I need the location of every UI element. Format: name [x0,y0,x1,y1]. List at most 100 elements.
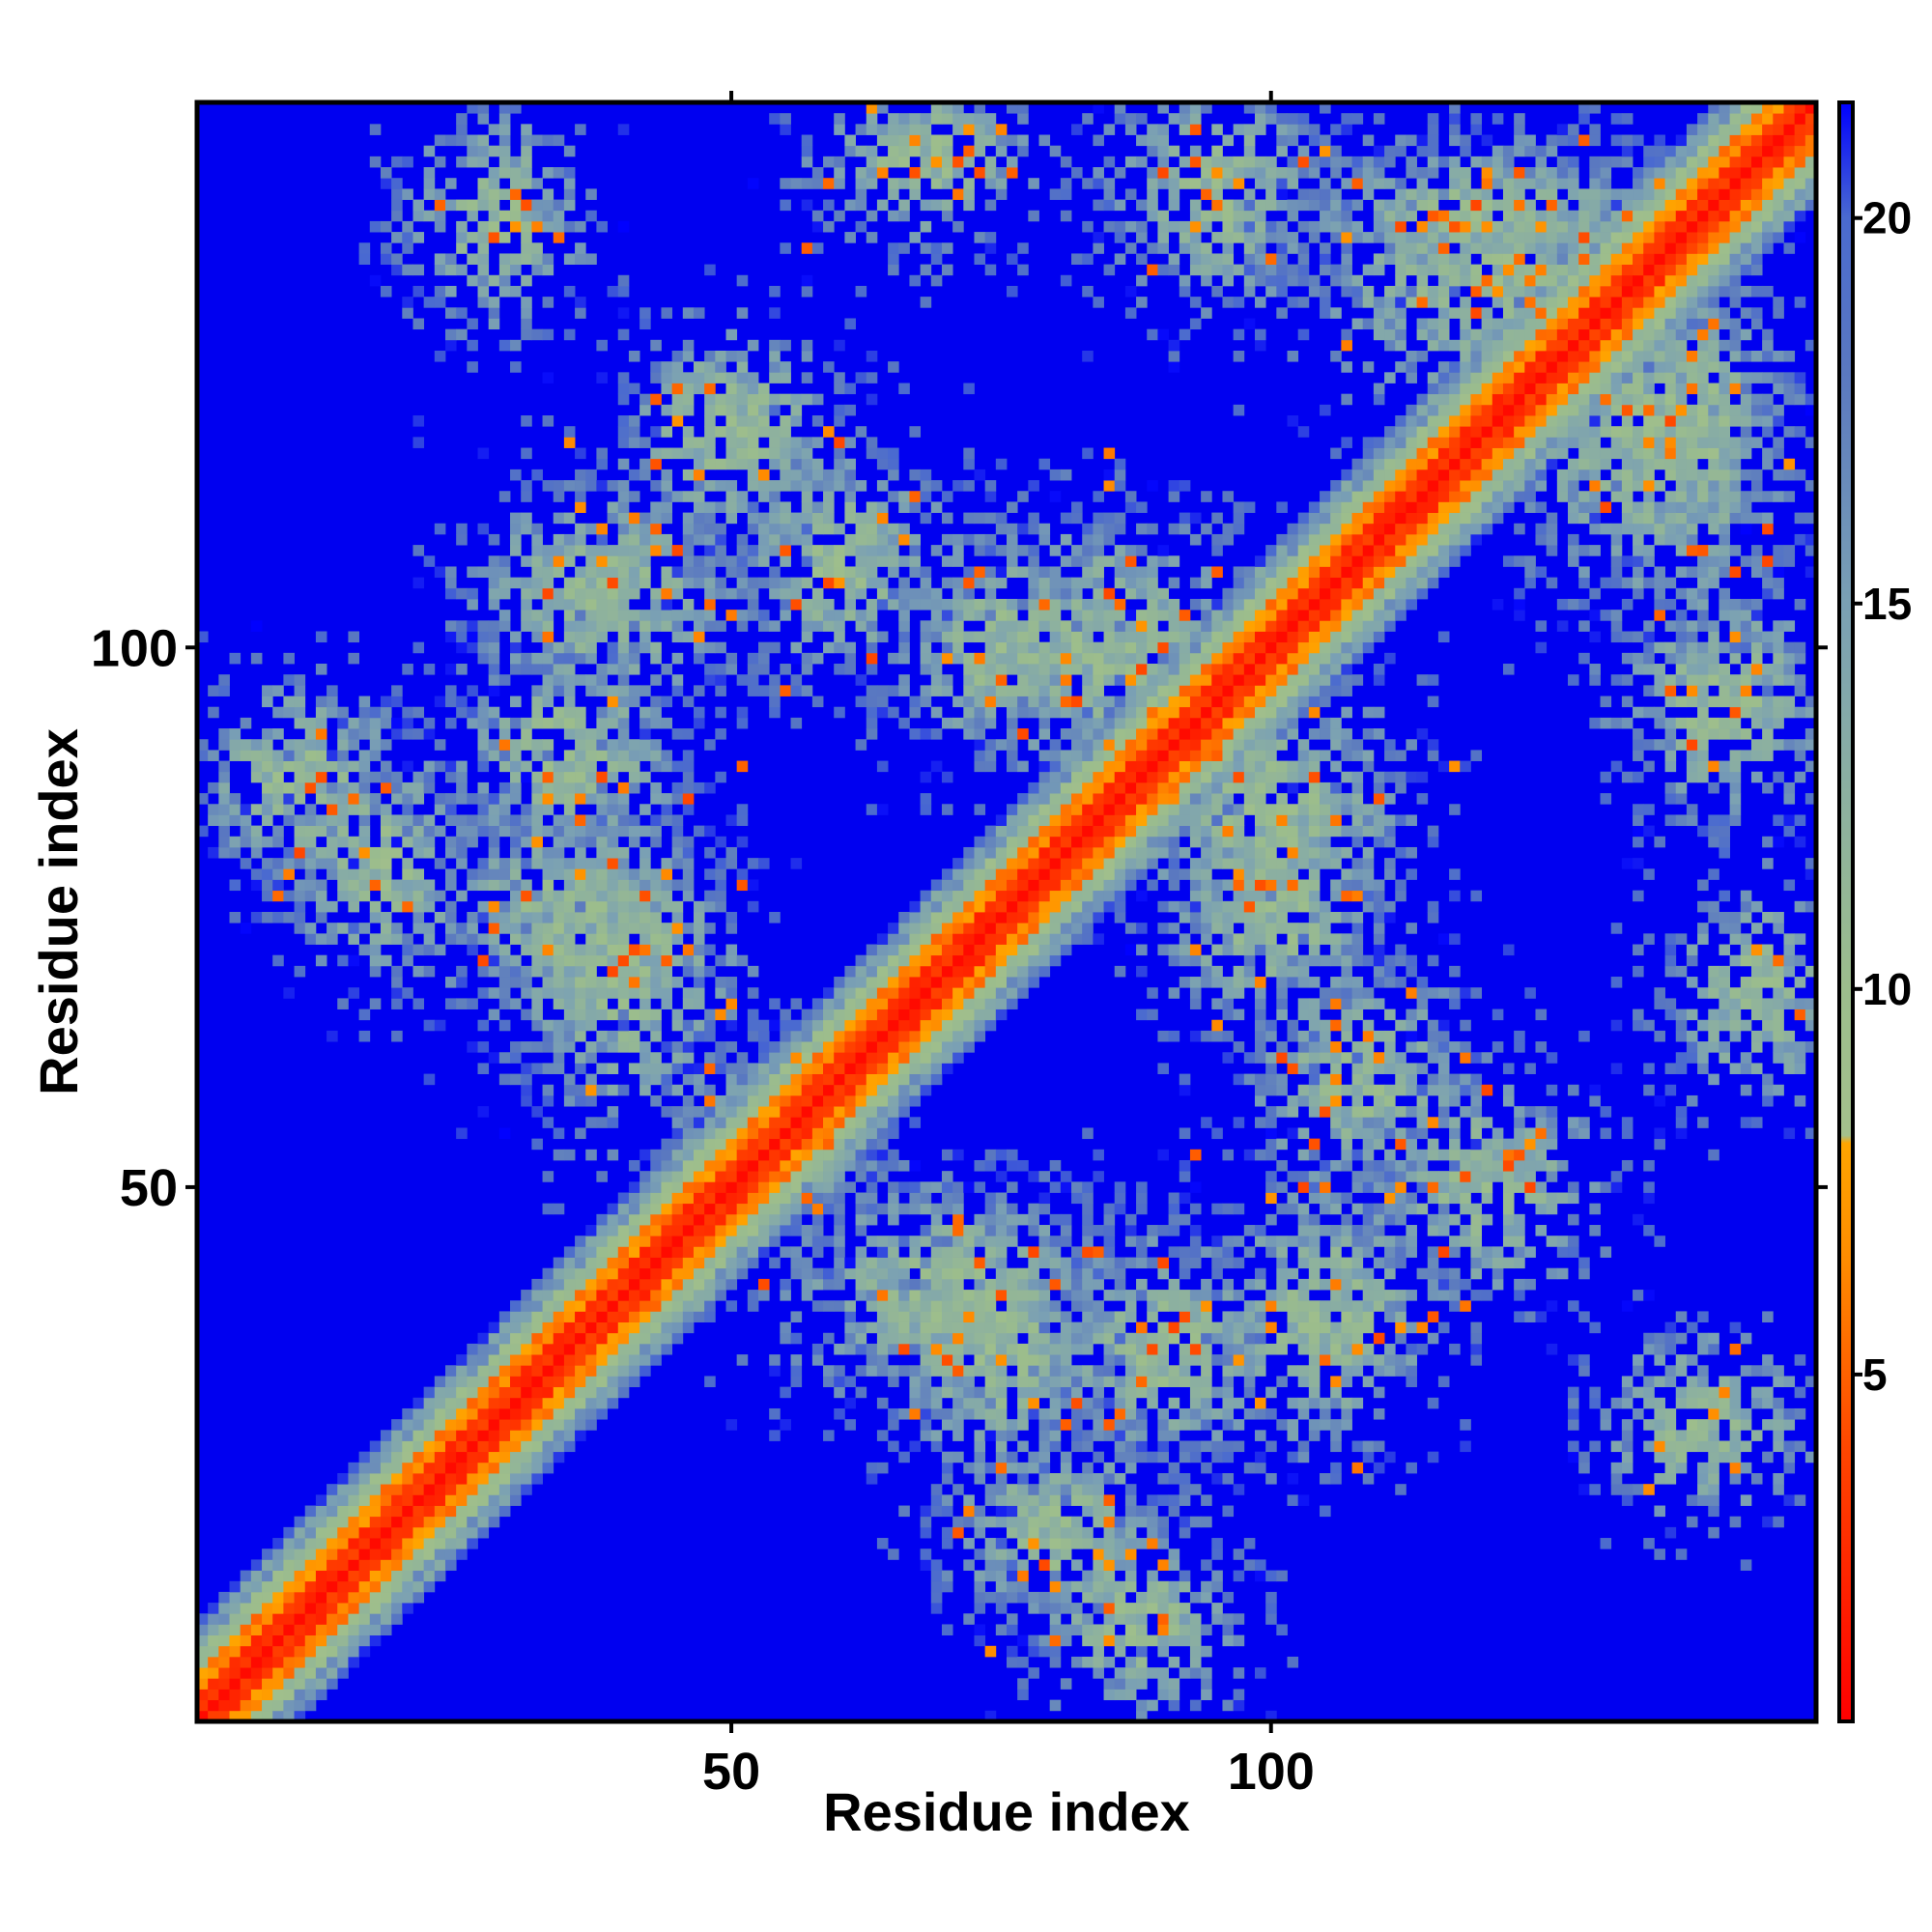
heatmap-cell [876,1203,889,1215]
heatmap-cell [650,1300,662,1312]
heatmap-cell [1007,1505,1018,1518]
heatmap-cell [823,1084,835,1096]
heatmap-cell [1082,1321,1094,1334]
heatmap-cell [995,145,1008,157]
heatmap-cell [563,771,576,783]
heatmap-cell [521,587,532,600]
heatmap-cell [585,793,597,805]
heatmap-cell [671,858,684,869]
heatmap-cell [423,1570,436,1582]
heatmap-cell [456,998,468,1009]
heatmap-cell [671,350,684,362]
heatmap-cell [1049,933,1062,945]
heatmap-cell [456,1354,468,1366]
heatmap-cell [995,912,1008,923]
heatmap-cell [930,1063,943,1074]
heatmap-cell [844,1321,856,1334]
heatmap-cell [563,1311,576,1322]
heatmap-cell [531,587,543,600]
heatmap-cell [1082,1365,1094,1377]
heatmap-cell [930,900,943,913]
heatmap-cell [682,1138,695,1151]
heatmap-cell [790,1094,803,1107]
heatmap-cell [790,1117,803,1128]
heatmap-cell [272,1656,284,1668]
heatmap-cell [563,1343,576,1355]
heatmap-cell [1028,1397,1039,1409]
heatmap-cell [920,577,932,589]
heatmap-cell [1103,1257,1116,1269]
heatmap-cell [327,1505,338,1518]
heatmap-cell [585,1149,597,1161]
heatmap-cell [607,587,619,600]
heatmap-cell [1038,685,1051,696]
heatmap-cell [510,1332,522,1345]
heatmap-cell [758,858,770,869]
heatmap-cell [1017,890,1029,902]
heatmap-cell [650,977,662,988]
heatmap-cell [952,954,964,967]
heatmap-cell [467,944,478,956]
heatmap-cell [704,1084,716,1096]
heatmap-cell [995,652,1008,665]
heatmap-cell [920,1559,932,1571]
heatmap-cell [218,804,230,815]
heatmap-cell [834,1386,845,1399]
heatmap-cell [262,685,273,696]
heatmap-cell [262,1570,273,1582]
heatmap-cell [1082,858,1094,869]
heatmap-cell [553,685,565,696]
heatmap-cell [920,1332,932,1345]
heatmap-cell [801,1236,813,1247]
heatmap-cell [1017,1407,1029,1420]
heatmap-cell [1093,491,1104,502]
heatmap-cell [304,739,317,751]
heatmap-cell [456,696,468,708]
heatmap-cell [208,706,219,719]
heatmap-cell [1071,631,1083,643]
heatmap-cell [467,998,478,1009]
heatmap-cell [423,717,436,729]
heatmap-cell [510,361,522,373]
heatmap-cell [1103,1494,1116,1506]
heatmap-cell [617,1041,630,1053]
heatmap-cell [628,1300,640,1312]
heatmap-cell [671,404,684,416]
heatmap-cell [262,728,273,740]
heatmap-cell [1049,641,1062,654]
heatmap-cell [1103,1290,1116,1301]
heatmap-cell [952,533,964,546]
heatmap-cell [617,923,630,934]
heatmap-cell [909,933,922,945]
heatmap-cell [876,706,889,719]
heatmap-cell [402,760,413,773]
heatmap-cell [488,674,500,686]
heatmap-cell [304,804,317,815]
heatmap-cell [1017,728,1029,740]
heatmap-cell [801,512,813,525]
heatmap-cell [585,1009,597,1021]
heatmap-cell [348,879,359,892]
heatmap-cell [1049,1159,1062,1172]
heatmap-cell [575,1321,586,1334]
heatmap-cell [704,781,716,794]
heatmap-cell [628,426,640,438]
heatmap-cell [369,1580,382,1593]
heatmap-cell [229,652,242,665]
heatmap-cell [1103,868,1116,880]
heatmap-cell [780,512,791,525]
heatmap-cell [358,944,371,956]
heatmap-cell [811,1236,824,1247]
heatmap-cell [434,199,446,212]
heatmap-cell [898,1505,910,1518]
heatmap-cell [218,1699,230,1712]
heatmap-cell [876,685,889,696]
heatmap-cell [834,1257,845,1269]
heatmap-cell [952,1030,964,1042]
heatmap-cell [984,620,997,632]
heatmap-cell [477,113,490,125]
heatmap-cell [866,1354,878,1366]
heatmap-cell [866,1019,878,1032]
heatmap-cell [477,1494,490,1506]
heatmap-cell [974,1213,986,1226]
